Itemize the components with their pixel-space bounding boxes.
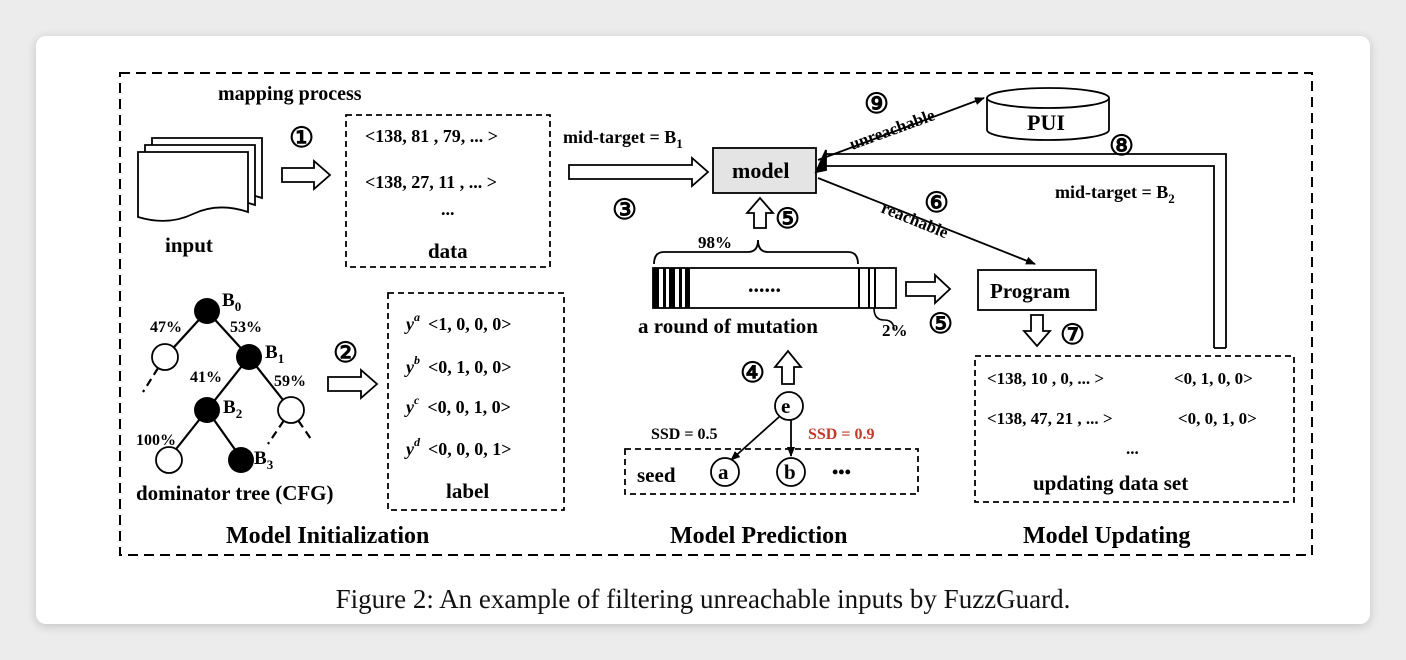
tree-label-b1: B1 (265, 342, 284, 366)
tree-node-empty-left (151, 343, 179, 371)
hollow-arrow-3 (568, 156, 710, 188)
section-title-updating: Model Updating (1023, 523, 1190, 549)
step-7-marker: ⑦ (1060, 320, 1085, 351)
tree-node-leaf (155, 446, 183, 474)
seed-box (624, 448, 919, 495)
update-caption: updating data set (1033, 471, 1188, 495)
label-row-d: yd <0, 0, 0, 1> (404, 435, 512, 459)
update-row-2-input: <138, 47, 21 , ... > (987, 409, 1113, 428)
model-label: model (732, 158, 789, 183)
tree-node-b2 (194, 397, 220, 423)
step-5-marker-right: ⑤ (928, 309, 953, 340)
mapping-process-label: mapping process (218, 83, 362, 105)
step-4-marker: ④ (740, 358, 765, 389)
edge-e-to-a (730, 416, 780, 461)
input-document-icon (137, 137, 263, 222)
mutation-dots: ...... (748, 272, 781, 297)
data-row-1: <138, 81 , 79, ... > (365, 126, 498, 146)
tree-pct-53: 53% (230, 319, 262, 336)
label-row-c: yc <0, 0, 1, 0> (404, 393, 511, 417)
seed-node-b (776, 457, 806, 487)
tree-label-b3: B3 (254, 448, 274, 472)
label-caption: label (446, 479, 489, 503)
step-8-marker: ⑧ (1109, 131, 1134, 162)
seed-ellipsis: ••• (832, 462, 851, 482)
hollow-arrow-5-right (905, 272, 952, 306)
tree-pct-47: 47% (150, 319, 182, 336)
data-label: data (428, 239, 468, 263)
update-row-1-label: <0, 1, 0, 0> (1174, 369, 1253, 388)
figure-card (36, 36, 1370, 624)
unreachable-arrow (817, 97, 985, 161)
tree-node-b0 (194, 298, 220, 324)
label-row-b: yb <0, 1, 0, 0> (404, 353, 512, 377)
pui-database (986, 87, 1110, 141)
tree-node-empty-right (277, 396, 305, 424)
data-row-ellipsis: ... (441, 199, 455, 219)
section-title-initialization: Model Initialization (226, 523, 429, 549)
step-5-marker-top: ⑤ (775, 204, 800, 235)
seed-node-b-label: b (784, 460, 796, 484)
pct-2-label: 2% (882, 321, 908, 340)
hollow-arrow-7-down (1022, 314, 1052, 348)
tree-pct-59: 59% (274, 373, 306, 390)
outer-frame (119, 72, 1313, 556)
step-2-marker: ② (333, 338, 358, 369)
tree-node-b1 (236, 344, 262, 370)
hollow-arrow-1 (281, 159, 332, 191)
seed-node-e-label: e (781, 394, 790, 418)
mutation-bar-stripes-left (653, 268, 690, 308)
mid-target-2-label: mid-target = B2 (1055, 182, 1175, 206)
program-box (977, 269, 1097, 311)
round-of-mutation-label: a round of mutation (638, 314, 818, 338)
tree-label-b0: B0 (222, 290, 241, 314)
ssd-b-label: SSD = 0.9 (808, 426, 874, 443)
mid-target-1-label: mid-target = B1 (563, 127, 683, 151)
tree-pct-41: 41% (190, 369, 222, 386)
hollow-arrow-4-up (773, 349, 803, 385)
input-label: input (165, 233, 213, 257)
pui-label: PUI (1027, 110, 1065, 135)
update-row-2-label: <0, 0, 1, 0> (1178, 409, 1257, 428)
update-row-1-input: <138, 10 , 0, ... > (987, 369, 1104, 388)
seed-node-a (710, 457, 740, 487)
brace-2 (873, 307, 895, 331)
pct-98-label: 98% (698, 233, 732, 252)
tree-node-b3 (228, 447, 254, 473)
label-box (387, 292, 565, 511)
update-row-ellipsis: ... (1126, 439, 1139, 458)
section-title-prediction: Model Prediction (670, 523, 848, 549)
hollow-arrow-5-up (745, 196, 775, 229)
hollow-arrow-2 (327, 368, 379, 400)
step-1-marker: ① (289, 123, 314, 154)
updating-data-box (974, 355, 1295, 503)
data-row-2: <138, 27, 11 , ... > (365, 172, 497, 192)
step-3-marker: ③ (612, 195, 637, 226)
mutation-bar-stripes-right (858, 268, 876, 308)
tree-pct-100: 100% (136, 432, 176, 449)
reachable-arrow (817, 177, 1036, 265)
ssd-a-label: SSD = 0.5 (651, 426, 717, 443)
brace-98 (653, 239, 859, 265)
figure-caption: Figure 2: An example of filtering unreac… (335, 584, 1071, 614)
data-box (345, 114, 551, 268)
program-label: Program (990, 279, 1071, 303)
seed-node-e (774, 391, 804, 421)
tree-label-b2: B2 (223, 397, 242, 421)
step-6-marker: ⑥ (924, 188, 949, 219)
seed-node-a-label: a (718, 460, 729, 484)
label-row-a: ya <1, 0, 0, 0> (404, 310, 512, 334)
feedback-path-8 (814, 149, 1227, 348)
seed-label: seed (637, 463, 676, 487)
unreachable-label: unreachable (847, 105, 938, 154)
step-9-marker: ⑨ (864, 89, 889, 120)
tree-caption: dominator tree (CFG) (136, 481, 334, 505)
